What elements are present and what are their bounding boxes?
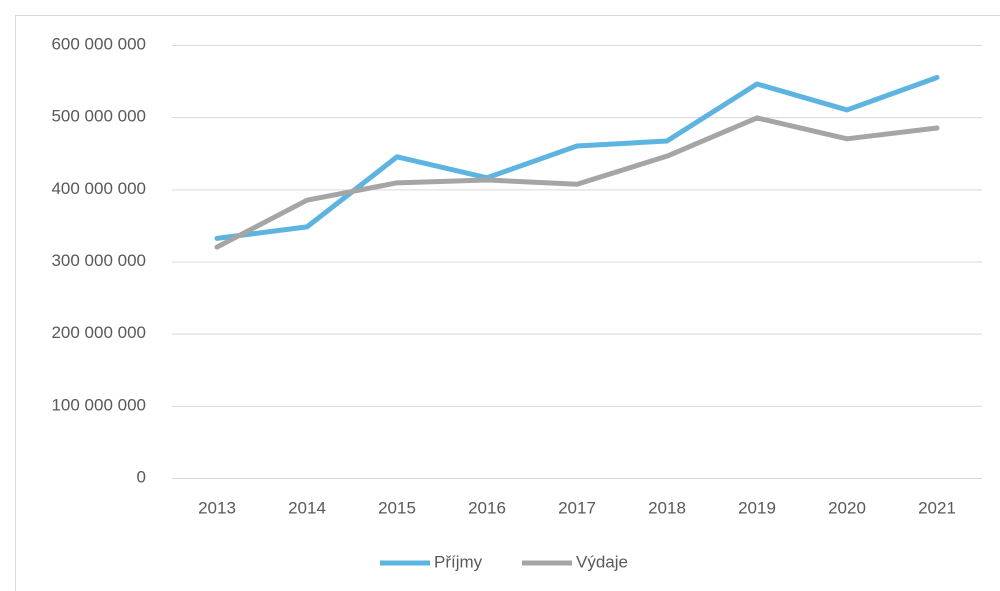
series-line [214, 115, 940, 250]
x-tick-label: 2014 [288, 498, 326, 517]
y-tick-label: 400 000 000 [51, 179, 146, 198]
chart-frame [15, 15, 1000, 591]
x-tick-label: 2018 [648, 498, 686, 517]
y-tick-label: 500 000 000 [51, 107, 146, 126]
x-tick-label: 2017 [558, 498, 596, 517]
x-tick-label: 2020 [828, 498, 866, 517]
legend-label: Příjmy [434, 552, 483, 571]
x-tick-label: 2019 [738, 498, 776, 517]
x-tick-label: 2015 [378, 498, 416, 517]
legend-label: Výdaje [576, 552, 628, 571]
x-tick-label: 2016 [468, 498, 506, 517]
y-tick-label: 200 000 000 [51, 323, 146, 342]
x-tick-label: 2013 [198, 498, 236, 517]
y-tick-label: 300 000 000 [51, 251, 146, 270]
y-tick-label: 600 000 000 [51, 34, 146, 53]
x-tick-label: 2021 [918, 498, 956, 517]
y-tick-label: 100 000 000 [51, 395, 146, 414]
series-line [214, 74, 940, 241]
y-tick-label: 0 [137, 467, 146, 486]
